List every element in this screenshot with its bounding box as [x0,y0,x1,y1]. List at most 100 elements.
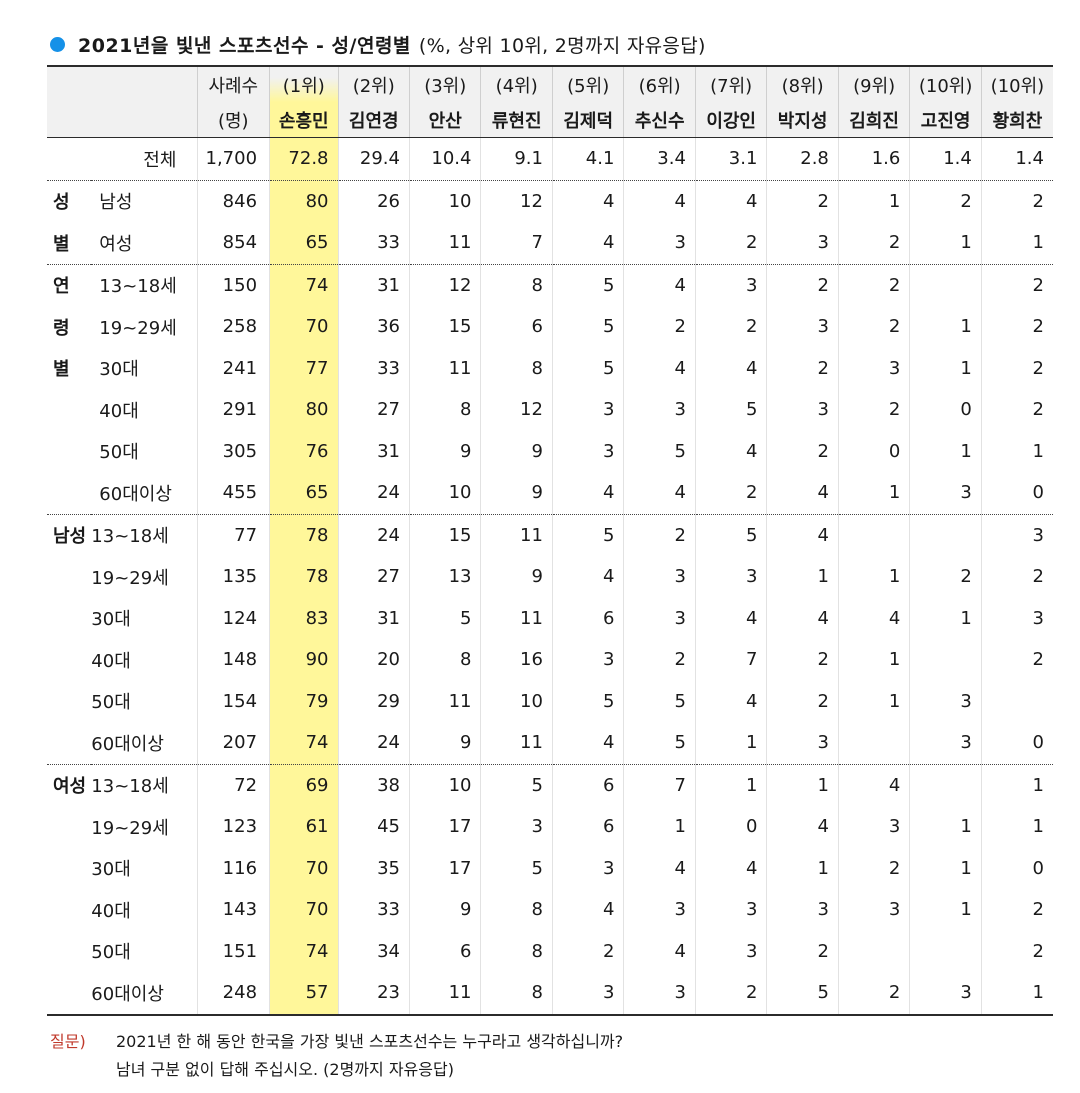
header-athlete-name: 추신수 [623,102,696,138]
row-value-cell: 3.4 [623,137,696,181]
row-value-cell: 26 [337,180,410,222]
row-value-cell: 3 [551,972,624,1016]
header-rank-cell: (2위) [337,65,410,102]
row-value-cell: 2 [694,306,767,348]
table-title: 2021년을 빛낸 스포츠선수 - 성/연령별 (%, 상위 10위, 2명까지… [50,30,706,58]
row-value-cell: 4 [551,222,624,265]
row-value-cell: 11 [480,722,553,765]
row-group-label [47,806,91,848]
row-value-cell: 10 [480,680,553,722]
row-value-cell: 5 [551,514,624,556]
row-value-cell: 3 [623,556,696,598]
row-value-cell: 1 [837,680,910,722]
row-value-cell: 1 [980,764,1053,806]
row-value-cell: 90 [269,639,338,681]
row-value-cell: 5 [694,389,767,431]
row-value-cell: 2 [980,306,1053,348]
row-value-cell: 24 [337,514,410,556]
row-sample-size: 258 [196,306,270,348]
table-row: 19~29세 135 78 27 13 9 4 3 3 1 1 2 2 [47,556,1053,598]
row-value-cell: 3 [694,264,767,306]
row-value-cell: 15 [408,306,481,348]
table-row: 60대이상 248 57 23 11 8 3 3 2 5 2 3 1 [47,972,1053,1016]
row-sample-size: 77 [196,514,270,556]
row-value-cell: 1 [694,764,767,806]
row-value-cell: 79 [269,680,338,722]
row-value-cell: 33 [337,347,410,389]
row-value-cell: 80 [269,389,338,431]
header-athlete-name: 박지성 [766,102,839,138]
row-value-cell: 1.6 [837,137,910,181]
row-value-cell: 3 [551,389,624,431]
row-sample-size: 291 [196,389,270,431]
row-value-cell: 3 [480,806,553,848]
row-sample-size: 207 [196,722,270,765]
row-group-label [47,931,91,973]
row-value-cell: 7 [694,639,767,681]
row-sample-size: 1,700 [196,137,270,181]
row-value-cell: 80 [269,180,338,222]
row-value-cell: 2 [980,264,1053,306]
row-value-cell: 4 [694,847,767,889]
row-value-cell: 1 [909,430,982,472]
table-row: 성 남성 846 80 26 10 12 4 4 4 2 1 2 2 [47,180,1053,222]
table-row: 30대 116 70 35 17 5 3 4 4 1 2 1 0 [47,847,1053,889]
row-value-cell: 4 [551,889,624,931]
question-line-1: 2021년 한 해 동안 한국을 가장 빛낸 스포츠선수는 누구라고 생각하십니… [116,1032,624,1051]
row-sample-size: 455 [196,472,270,515]
row-value-cell: 24 [337,472,410,515]
row-value-cell: 8 [480,347,553,389]
header-rank-row: 사례수 (1위) (2위) (3위) (4위) (5위) (6위) (7위) (8위) (9위)… [47,65,1053,102]
header-rank-cell: (4위) [480,65,553,102]
row-value-cell: 1 [909,597,982,639]
results-table: 사례수 (1위) (2위) (3위) (4위) (5위) (6위) (7위) (8위) (9위)… [47,65,1053,1016]
row-value-cell: 2 [837,264,910,306]
row-value-cell: 2 [980,389,1053,431]
header-athlete-name: 안산 [408,102,481,138]
row-value-cell: 3 [694,889,767,931]
row-value-cell: 83 [269,597,338,639]
row-value-cell: 9 [480,472,553,515]
header-athlete-name: 황희찬 [980,102,1053,138]
row-value-cell: 2 [766,680,839,722]
row-value-cell: 69 [269,764,338,806]
row-value-cell: 4 [766,472,839,515]
row-value-cell: 4 [623,180,696,222]
row-value-cell: 4 [623,847,696,889]
row-value-cell: 65 [269,222,338,265]
row-value-cell: 11 [480,514,553,556]
row-value-cell: 3 [980,597,1053,639]
question-footnote: 질문) 2021년 한 해 동안 한국을 가장 빛낸 스포츠선수는 누구라고 생각… [50,1028,623,1084]
row-value-cell: 4 [837,597,910,639]
row-value-cell: 3 [909,972,982,1016]
row-value-cell: 3 [766,222,839,265]
row-value-cell: 12 [408,264,481,306]
header-rank-cell: (7위) [694,65,767,102]
row-value-cell [909,514,982,556]
row-value-cell: 12 [480,389,553,431]
row-value-cell: 27 [337,389,410,431]
row-value-cell: 8 [480,264,553,306]
row-value-cell: 2 [766,639,839,681]
row-value-cell: 78 [269,514,338,556]
row-sample-size: 150 [196,264,270,306]
row-value-cell: 4 [623,347,696,389]
row-value-cell: 3 [623,889,696,931]
row-value-cell: 4 [623,930,696,972]
row-label: 13~18세 [91,526,169,548]
row-label: 남성 [99,192,133,214]
row-sample-size: 123 [196,806,270,848]
row-value-cell: 1 [837,639,910,681]
row-value-cell: 2 [766,180,839,222]
row-group-label: 령 [53,317,70,339]
row-value-cell: 2 [980,930,1053,972]
row-value-cell: 10.4 [408,137,481,181]
header-rank-cell: (8위) [766,65,839,102]
row-value-cell: 33 [337,889,410,931]
row-label: 30대 [99,359,139,381]
row-value-cell: 9 [408,889,481,931]
row-value-cell: 27 [337,556,410,598]
row-value-cell: 1 [837,556,910,598]
header-athlete-name: 김희진 [837,102,910,138]
row-value-cell: 10 [408,764,481,806]
